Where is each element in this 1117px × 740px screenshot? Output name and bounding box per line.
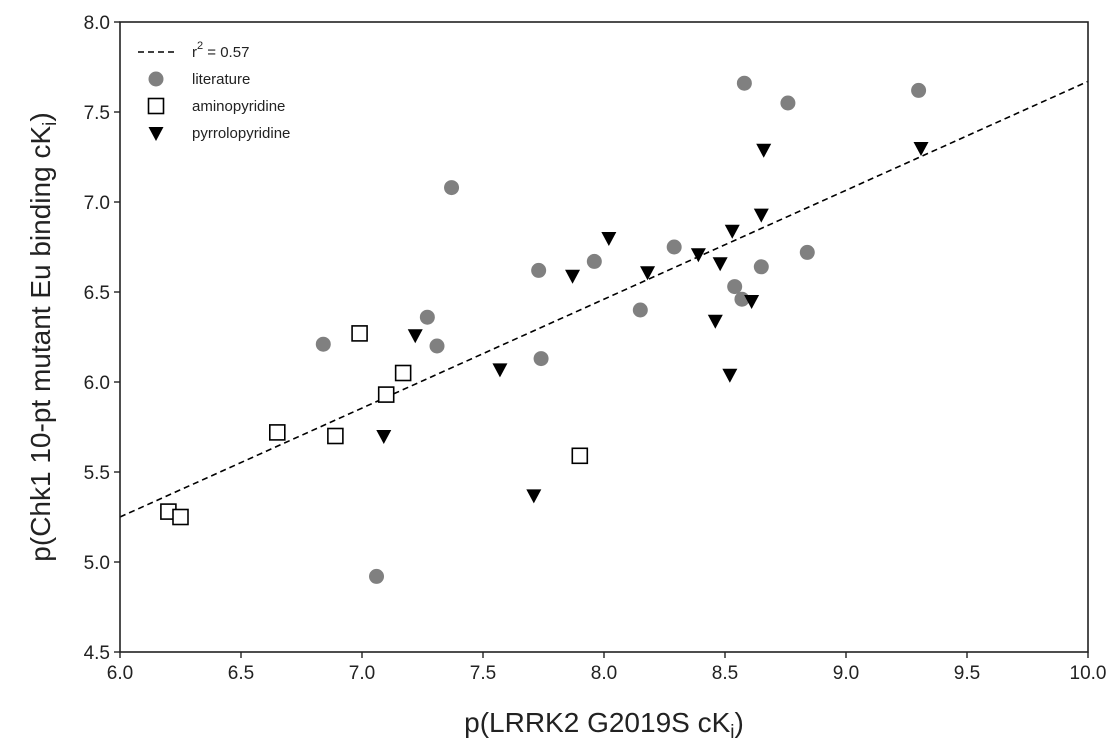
x-axis-title: p(LRRK2 G2019S cKi) bbox=[464, 707, 744, 740]
x-tick-label: 6.0 bbox=[107, 663, 133, 684]
pyrrolopyridine-point bbox=[744, 295, 760, 309]
x-tick-label: 6.5 bbox=[228, 663, 254, 684]
series-aminopyridine bbox=[160, 325, 589, 526]
legend-fit-label: r2 = 0.57 bbox=[192, 40, 249, 61]
literature-point bbox=[429, 338, 445, 354]
x-tick-label: 8.5 bbox=[712, 663, 738, 684]
x-tick-label: 10.0 bbox=[1070, 663, 1107, 684]
aminopyridine-point bbox=[571, 447, 589, 465]
pyrrolopyridine-point bbox=[601, 232, 617, 246]
aminopyridine-point bbox=[172, 508, 189, 526]
legend-pyrrolopyridine-swatch bbox=[148, 127, 164, 141]
legend-pyrrolopyridine-label: pyrrolopyridine bbox=[192, 125, 290, 142]
literature-point bbox=[799, 244, 815, 260]
legend-literature-swatch bbox=[148, 71, 164, 87]
pyrrolopyridine-point bbox=[753, 208, 769, 223]
y-tick-label: 7.0 bbox=[84, 193, 110, 214]
legend: r2 = 0.57 literature aminopyridine pyrrolop… bbox=[138, 40, 290, 142]
chart-marks bbox=[119, 75, 1089, 584]
literature-point bbox=[753, 259, 769, 275]
pyrrolopyridine-point bbox=[712, 257, 728, 272]
pyrrolopyridine-point bbox=[376, 430, 392, 444]
literature-point bbox=[736, 75, 752, 91]
literature-point bbox=[444, 180, 460, 196]
pyrrolopyridine-point bbox=[526, 489, 542, 504]
pyrrolopyridine-point bbox=[565, 269, 581, 284]
series-literature bbox=[315, 75, 927, 584]
y-tick-label: 5.0 bbox=[84, 553, 110, 574]
y-tick-label: 4.5 bbox=[84, 643, 110, 664]
legend-aminopyridine-swatch bbox=[147, 97, 165, 115]
pyrrolopyridine-point bbox=[722, 368, 738, 383]
literature-point bbox=[531, 262, 547, 278]
y-axis-ticks: 4.5 5.0 5.5 6.0 6.5 7.0 7.5 8.0 bbox=[84, 13, 120, 664]
y-tick-label: 6.5 bbox=[84, 283, 110, 304]
series-pyrrolopyridine bbox=[376, 142, 929, 504]
fit-line bbox=[119, 80, 1089, 518]
legend-literature-label: literature bbox=[192, 71, 250, 88]
x-axis-ticks: 6.0 6.5 7.0 7.5 8.0 8.5 9.0 9.5 10.0 bbox=[107, 652, 1107, 684]
y-axis-title: p(Chk1 10-pt mutant Eu binding cKi) bbox=[25, 112, 61, 561]
literature-point bbox=[727, 279, 743, 295]
x-tick-label: 9.5 bbox=[954, 663, 980, 684]
y-tick-label: 6.0 bbox=[84, 373, 110, 394]
aminopyridine-point bbox=[327, 427, 344, 445]
plot-frame bbox=[119, 21, 1089, 653]
pyrrolopyridine-point bbox=[707, 314, 723, 329]
x-tick-label: 7.5 bbox=[470, 663, 496, 684]
pyrrolopyridine-point bbox=[492, 363, 508, 378]
aminopyridine-point bbox=[377, 386, 395, 403]
x-tick-label: 7.0 bbox=[349, 663, 375, 684]
x-tick-label: 9.0 bbox=[833, 663, 859, 684]
pyrrolopyridine-point bbox=[690, 248, 706, 263]
pyrrolopyridine-point bbox=[407, 329, 423, 344]
literature-point bbox=[586, 253, 602, 269]
aminopyridine-point bbox=[268, 424, 286, 441]
legend-aminopyridine-label: aminopyridine bbox=[192, 98, 285, 115]
literature-point bbox=[533, 351, 549, 367]
y-tick-label: 8.0 bbox=[84, 13, 110, 34]
aminopyridine-point bbox=[351, 325, 368, 342]
y-tick-label: 7.5 bbox=[84, 103, 110, 124]
literature-point bbox=[780, 95, 796, 111]
x-tick-label: 8.0 bbox=[591, 663, 617, 684]
pyrrolopyridine-point bbox=[640, 266, 656, 281]
y-tick-label: 5.5 bbox=[84, 463, 110, 484]
pyrrolopyridine-point bbox=[724, 224, 740, 239]
aminopyridine-point bbox=[394, 364, 412, 382]
pyrrolopyridine-point bbox=[756, 143, 772, 158]
literature-point bbox=[369, 568, 385, 584]
literature-point bbox=[666, 239, 682, 255]
literature-point bbox=[632, 302, 648, 318]
literature-point bbox=[419, 309, 435, 325]
literature-point bbox=[315, 336, 331, 352]
pyrrolopyridine-point bbox=[913, 142, 929, 156]
literature-point bbox=[911, 82, 927, 98]
